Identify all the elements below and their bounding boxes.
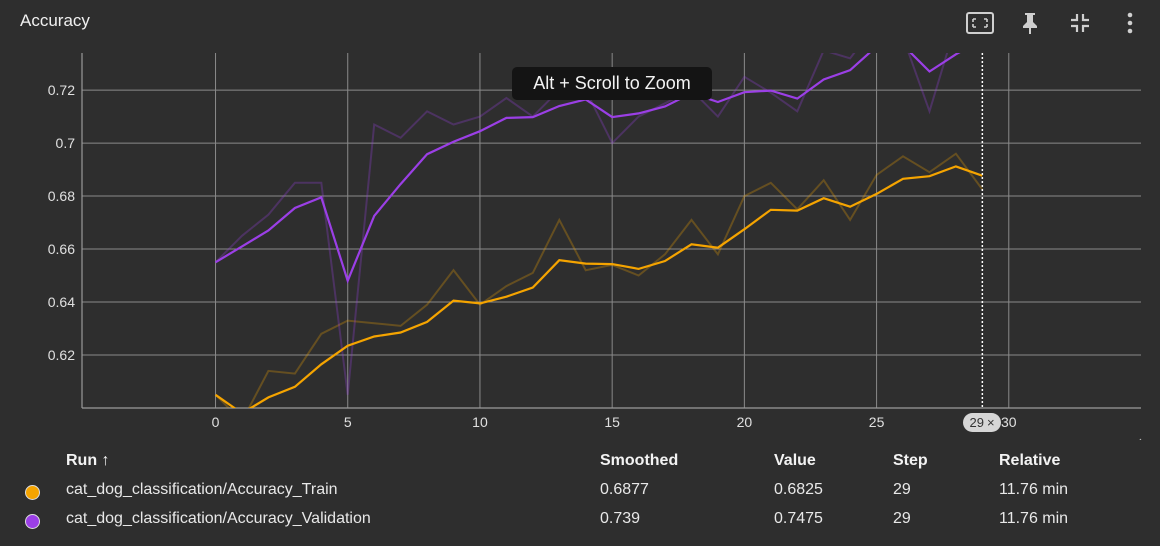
resize-handle-icon: [1139, 438, 1142, 440]
chart-toolbar: [964, 8, 1146, 38]
legend-row-train[interactable]: cat_dog_classification/Accuracy_Train 0.…: [0, 476, 1160, 505]
raw-value: 0.6825: [774, 481, 823, 498]
step-marker-chip[interactable]: 29 ×: [963, 413, 1001, 432]
y-tick-label: 0.66: [48, 241, 75, 257]
x-tick-label: 0: [212, 414, 220, 430]
legend-header-row: Run ↑ Smoothed Value Step Relative: [0, 447, 1160, 476]
pin-icon: [1023, 13, 1037, 34]
collapse-button[interactable]: [1064, 8, 1096, 38]
pin-button[interactable]: [1014, 8, 1046, 38]
run-color-dot: [25, 485, 40, 500]
run-legend-table: Run ↑ Smoothed Value Step Relative cat_d…: [0, 447, 1160, 534]
smoothed-value: 0.6877: [600, 481, 649, 498]
x-tick-label: 15: [604, 414, 620, 430]
legend-row-validation[interactable]: cat_dog_classification/Accuracy_Validati…: [0, 505, 1160, 534]
run-name: cat_dog_classification/Accuracy_Train: [66, 481, 338, 498]
series-group: [214, 53, 984, 408]
more-vert-icon: [1127, 12, 1133, 34]
step-value: 29: [893, 510, 911, 527]
x-tick-label: 30: [1001, 414, 1017, 430]
step-marker-label: 29: [969, 415, 984, 430]
step-value: 29: [893, 481, 911, 498]
header-run[interactable]: Run ↑: [66, 452, 110, 469]
header-relative: Relative: [999, 452, 1061, 469]
run-color-dot: [25, 514, 40, 529]
y-tick-label: 0.7: [56, 135, 76, 151]
chart-title: Accuracy: [20, 11, 90, 30]
more-options-button[interactable]: [1114, 8, 1146, 38]
raw-value: 0.7475: [774, 510, 823, 527]
collapse-icon: [1071, 14, 1089, 32]
header-smoothed: Smoothed: [600, 452, 679, 469]
y-tick-label: 0.62: [48, 347, 75, 363]
fit-domain-button[interactable]: [964, 8, 996, 38]
series-validation-smoothed-line: [214, 53, 961, 285]
close-icon[interactable]: ×: [986, 415, 995, 430]
run-name: cat_dog_classification/Accuracy_Validati…: [66, 510, 371, 527]
x-tick-label: 25: [869, 414, 885, 430]
x-tick-label: 20: [737, 414, 753, 430]
x-tick-label: 5: [344, 414, 352, 430]
y-tick-label: 0.72: [48, 82, 75, 98]
zoom-hint-tooltip: Alt + Scroll to Zoom: [512, 67, 712, 100]
smoothed-value: 0.739: [600, 510, 641, 527]
fit-domain-icon: [966, 12, 994, 34]
series-validation-raw-line: [214, 53, 949, 395]
header-step: Step: [893, 452, 928, 469]
header-value: Value: [774, 452, 816, 469]
y-tick-label: 0.68: [48, 188, 75, 204]
series-train-smoothed-line: [214, 165, 983, 408]
relative-time: 11.76 min: [999, 510, 1069, 527]
y-tick-label: 0.64: [48, 294, 75, 310]
accuracy-chart[interactable]: 0.62 0.64 0.66 0.68 0.7 0.72 0 5 10 15 20 25 30: [0, 0, 1160, 440]
x-tick-label: 10: [472, 414, 488, 430]
relative-time: 11.76 min: [999, 481, 1069, 498]
series-train-raw-line: [214, 152, 984, 408]
